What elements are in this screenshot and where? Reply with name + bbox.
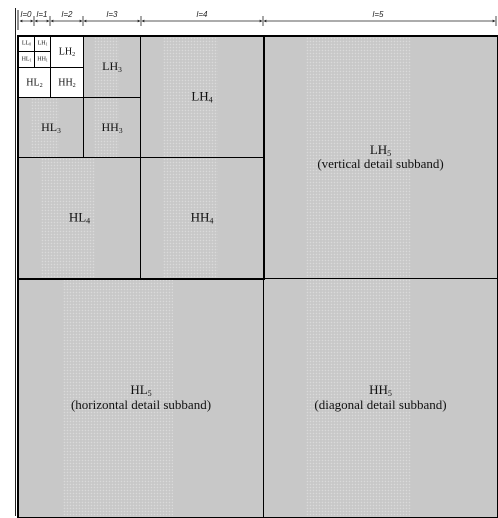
subband-hh4: HH4 [140, 157, 264, 279]
scale-label-l3: l=3 [107, 10, 118, 19]
subband-lh5-desc: (vertical detail subband) [317, 156, 444, 172]
left-rule [15, 8, 16, 516]
subband-ll0-label: LL0 [21, 40, 32, 47]
subband-lh1: LH1 [34, 36, 51, 52]
subband-hh5: HH5 (diagonal detail subband) [263, 278, 498, 518]
subband-hh3-label: HH3 [101, 119, 123, 135]
subband-lh1-label: LH1 [37, 40, 48, 47]
subband-ll0: LL0 [18, 36, 35, 52]
subband-lh3: LH3 [83, 36, 141, 98]
subband-hl1: HL1 [18, 51, 35, 68]
subband-lh4-label: LH4 [191, 88, 213, 105]
subband-lh4: LH4 [140, 36, 264, 158]
scale-label-l1: l=1 [37, 10, 48, 19]
subband-hh4-label: HH4 [190, 209, 214, 226]
subband-hl2: HL2 [18, 67, 51, 98]
subband-hl3: HL3 [18, 97, 84, 158]
subband-lh5-label: LH5 (vertical detail subband) [317, 141, 444, 172]
subband-lh3-label: LH3 [102, 59, 122, 74]
subband-hl4-label: HL4 [68, 209, 91, 226]
subband-hl3-label: HL3 [41, 119, 61, 135]
scale-label-l5: l=5 [373, 10, 384, 19]
subband-hh1: HH1 [34, 51, 51, 68]
subband-lh5: LH5 (vertical detail subband) [263, 36, 498, 279]
scale-label-l0: l=0 [21, 10, 32, 19]
level-scale: l=0 l=1 l=2 l=3 l=4 l=5 [17, 10, 497, 30]
scale-ticks [17, 10, 497, 30]
scale-label-l4: l=4 [197, 10, 208, 19]
subband-lh2: LH2 [50, 36, 84, 68]
subband-hl5: HL5 (horizontal detail subband) [18, 278, 264, 518]
subband-hl4: HL4 [18, 157, 141, 279]
subband-hl1-label: HL1 [21, 56, 32, 63]
subband-hl2-label: HL2 [26, 76, 43, 89]
scale-label-l2: l=2 [62, 10, 73, 19]
subband-hh5-label: HH5 (diagonal detail subband) [314, 382, 447, 412]
subband-hl5-label: HL5 (horizontal detail subband) [70, 382, 212, 412]
subband-lh2-label: LH2 [58, 46, 76, 58]
subband-hh3: HH3 [83, 97, 141, 158]
subband-hh1-label: HH1 [37, 56, 48, 63]
subband-hl5-desc: (horizontal detail subband) [70, 397, 212, 412]
subband-hh5-desc: (diagonal detail subband) [314, 397, 447, 412]
subband-hh2: HH2 [50, 67, 84, 98]
subband-hh2-label: HH2 [58, 76, 76, 89]
